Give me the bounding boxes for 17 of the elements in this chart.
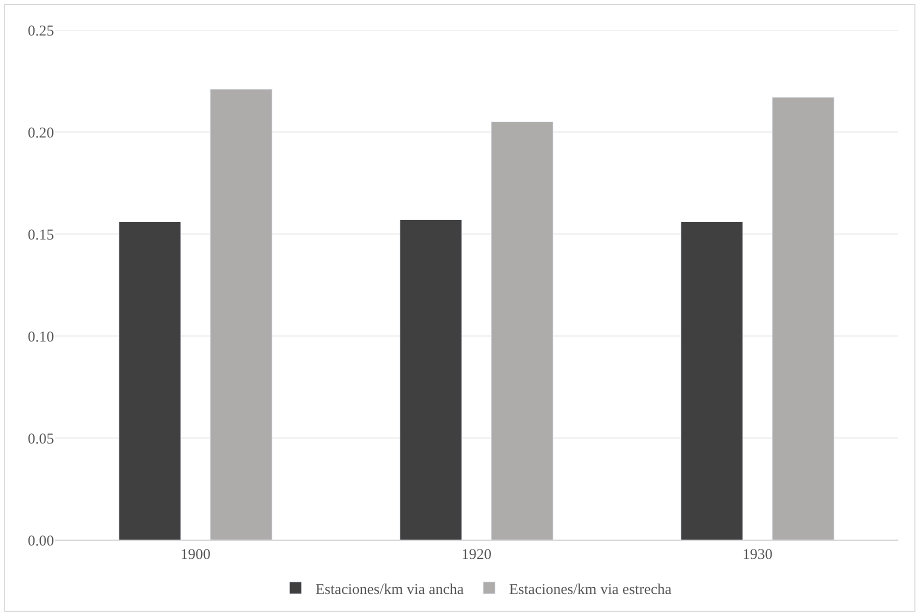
y-tick-label: 0.15 — [28, 227, 54, 244]
x-tick-label: 1930 — [742, 547, 772, 563]
legend-label: Estaciones/km via estrecha — [509, 582, 672, 598]
y-tick-label: 0.25 — [28, 23, 54, 40]
bar — [210, 88, 272, 540]
x-tick-label: 1900 — [180, 547, 210, 563]
bar — [118, 222, 181, 540]
y-tick-label: 0.00 — [28, 533, 54, 550]
y-tick-label: 0.20 — [28, 125, 54, 142]
bar — [680, 222, 743, 540]
legend-label: Estaciones/km via ancha — [316, 582, 464, 598]
y-tick-label: 0.10 — [28, 329, 54, 346]
bar — [400, 219, 462, 540]
bar — [772, 97, 834, 540]
bar — [491, 122, 554, 540]
x-tick-label: 1920 — [462, 547, 492, 563]
y-tick-label: 0.05 — [28, 431, 54, 448]
